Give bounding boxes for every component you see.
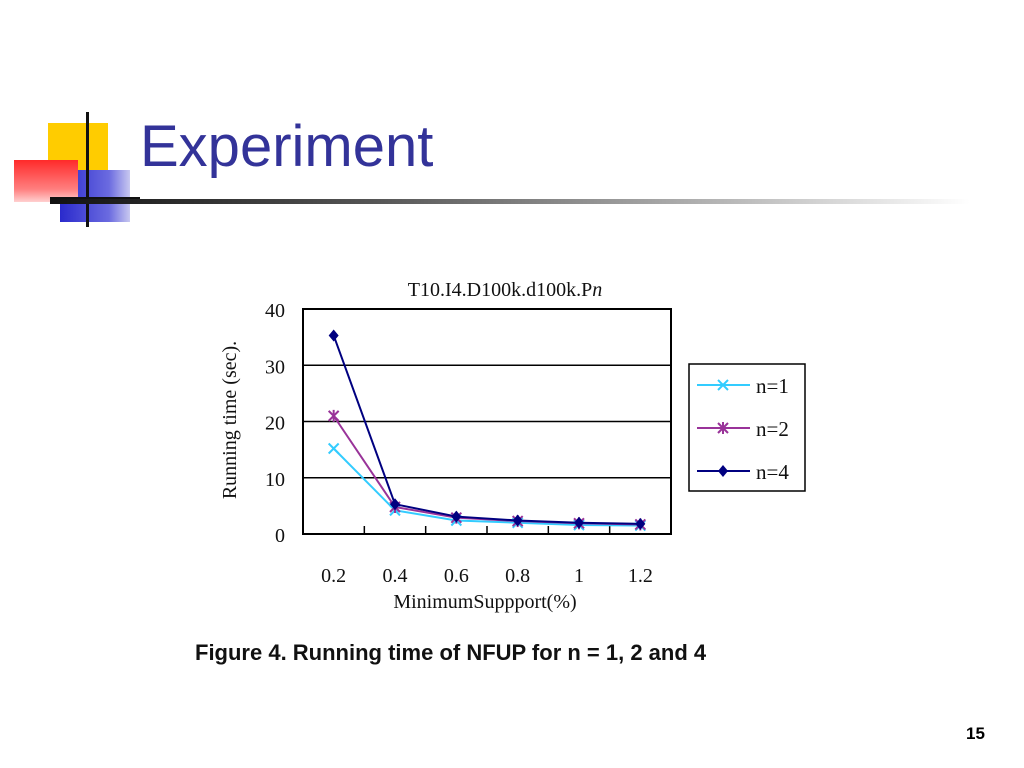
x-tick-label: 0.4 [383, 565, 408, 587]
legend-label: n=2 [756, 417, 789, 441]
x-tick-label: 0.2 [321, 565, 346, 587]
x-tick-label: 0.8 [505, 565, 530, 587]
data-point [327, 442, 340, 455]
series-1 [327, 409, 647, 531]
series-2 [328, 329, 646, 530]
chart-title-prefix: T10.I4.D100k.d100k.P [408, 279, 592, 301]
legend-marker [718, 465, 728, 477]
x-axis-label: MinimumSuppport(%) [393, 591, 576, 613]
slide-title: Experiment [140, 114, 434, 179]
series-0 [327, 442, 647, 532]
y-tick-label: 0 [275, 525, 285, 547]
x-tick-label: 1.2 [628, 565, 653, 587]
title-underline [50, 199, 970, 204]
data-point [635, 517, 646, 530]
marker-stroke [327, 442, 340, 455]
y-tick-label: 30 [265, 356, 285, 378]
y-axis-label: Running time (sec). [219, 341, 241, 499]
decor-vertical-line [86, 112, 89, 227]
marker-stroke [717, 379, 729, 391]
data-point [390, 498, 400, 511]
legend-entry: n=4 [697, 460, 789, 484]
data-point [574, 516, 584, 529]
y-tick-labels: 0 10 20 30 40 [265, 300, 285, 547]
x-tick-marks [363, 526, 611, 534]
legend-label: n=4 [756, 460, 789, 484]
data-point [327, 409, 340, 422]
series-lines [327, 329, 647, 532]
y-tick-label: 20 [265, 413, 285, 435]
data-point [328, 329, 339, 342]
legend-marker [717, 379, 729, 391]
series-line [332, 335, 641, 525]
series-line [332, 447, 641, 527]
data-point [512, 514, 523, 527]
chart-title: T10.I4.D100k.d100k.Pn [408, 279, 602, 301]
gridlines [303, 364, 671, 479]
legend-entry: n=1 [697, 374, 789, 398]
legend-label: n=1 [756, 374, 789, 398]
data-point [451, 510, 462, 523]
decor-horizontal-line [50, 197, 140, 200]
chart-title-italic: n [592, 279, 602, 301]
x-tick-labels: 0.2 0.4 0.6 0.8 1 1.2 [321, 565, 653, 587]
legend: n=1 n=2 n=4 [697, 374, 789, 484]
legend-marker [717, 422, 729, 434]
legend-entry: n=2 [697, 417, 789, 441]
y-tick-label: 10 [265, 469, 285, 491]
page-number: 15 [966, 724, 985, 743]
x-tick-label: 1 [574, 565, 584, 587]
y-tick-label: 40 [265, 300, 285, 322]
decor-red-square [14, 160, 78, 202]
x-tick-label: 0.6 [444, 565, 469, 587]
series-line [332, 415, 641, 526]
figure-caption: Figure 4. Running time of NFUP for n = 1… [195, 640, 707, 665]
